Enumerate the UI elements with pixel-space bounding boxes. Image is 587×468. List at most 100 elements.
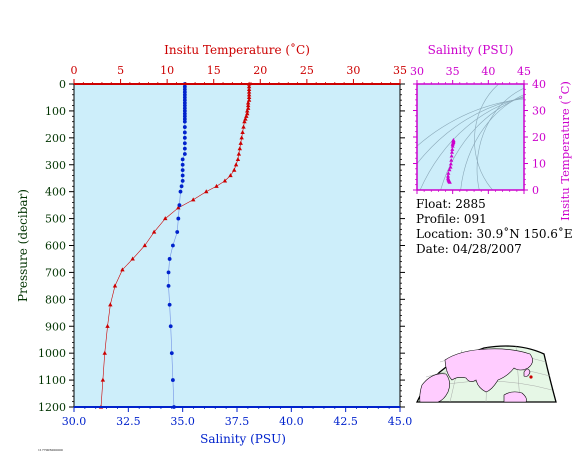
temperature-point — [222, 178, 228, 183]
temperature-point — [191, 197, 196, 202]
ts-point — [447, 167, 452, 172]
profile-number: Profile: 091 — [416, 212, 487, 226]
temperature-point — [232, 167, 237, 172]
temperature-tick-label: 25 — [300, 64, 314, 77]
salinity-point — [170, 378, 175, 382]
temperature-tick-label: 20 — [253, 64, 267, 77]
ts-plot-area — [417, 84, 524, 190]
temperature-tick-label: 35 — [393, 64, 407, 77]
temperature-point — [163, 216, 168, 221]
temperature-point — [214, 183, 219, 188]
temperature-point — [120, 267, 125, 272]
salinity-point — [182, 92, 187, 97]
pressure-tick-label: 900 — [45, 320, 66, 333]
salinity-point — [182, 130, 187, 135]
float-position-marker — [529, 375, 533, 379]
salinity-point — [182, 90, 187, 94]
salinity-point — [168, 324, 173, 329]
temperature-point — [236, 151, 242, 156]
salinity-point — [182, 109, 187, 113]
ts-point — [450, 142, 455, 146]
ts-temperature-tick-label: 0 — [532, 184, 539, 197]
salinity-point — [182, 103, 187, 108]
plot-area — [74, 84, 400, 407]
eurasia-landmass — [444, 348, 533, 393]
ts-salinity-tick-label: 35 — [446, 65, 460, 78]
pressure-tick-label: 700 — [45, 266, 66, 279]
pressure-tick-label: 1000 — [38, 347, 66, 360]
salinity-axis-label: Salinity (PSU) — [200, 432, 286, 446]
density-contour — [419, 96, 524, 190]
temperature-tick-label: 15 — [207, 64, 221, 77]
density-contour — [440, 95, 524, 190]
density-contour — [417, 98, 524, 147]
float-location: Location: 30.9˚N 150.6˚E — [416, 226, 573, 241]
salinity-tick-label: 32.5 — [116, 415, 141, 428]
salinity-tick-label: 30.0 — [62, 415, 87, 428]
density-contours — [417, 84, 524, 190]
salinity-point — [182, 146, 187, 151]
temperature-point — [246, 89, 252, 94]
density-contour — [460, 94, 524, 190]
salinity-point — [180, 162, 185, 167]
ts-temperature-tick-label: 20 — [532, 131, 546, 144]
salinity-point — [182, 135, 187, 140]
salinity-point — [178, 189, 183, 194]
temperature-point — [112, 283, 118, 288]
temperature-tick-label: 10 — [160, 64, 174, 77]
temperature-point — [142, 243, 147, 248]
salinity-point — [170, 243, 175, 248]
ts-point — [448, 161, 453, 166]
salinity-point — [166, 283, 171, 288]
salinity-point — [180, 157, 185, 162]
salinity-point — [166, 270, 171, 275]
pressure-tick-label: 800 — [45, 293, 66, 306]
pressure-tick-label: 0 — [59, 78, 66, 91]
density-contour — [476, 87, 524, 190]
pressure-tick-label: 600 — [45, 240, 66, 253]
temperature-point — [240, 130, 245, 135]
temperature-point — [245, 108, 250, 113]
salinity-point — [169, 351, 174, 356]
temperature-tick-label: 5 — [117, 64, 124, 77]
ts-temperature-tick-label: 30 — [532, 105, 546, 118]
africa-landmass — [419, 373, 450, 403]
salinity-tick-label: 42.5 — [333, 415, 358, 428]
salinity-point — [180, 179, 185, 183]
salinity-point — [182, 100, 187, 105]
pressure-tick-label: 300 — [45, 159, 66, 172]
salinity-point — [182, 95, 187, 100]
temperature-point — [176, 205, 181, 210]
temperature-point — [105, 323, 110, 328]
pressure-tick-label: 1200 — [38, 401, 66, 414]
ts-point — [448, 165, 453, 169]
location-map — [415, 345, 557, 403]
float-info: Float: 2885 Profile: 091 Location: 30.9˚… — [416, 197, 573, 256]
ts-point — [446, 174, 451, 178]
temperature-point — [108, 302, 113, 307]
salinity-point — [180, 168, 185, 173]
salinity-point — [182, 125, 187, 129]
temperature-tick-label: 30 — [346, 64, 360, 77]
temperature-point — [246, 84, 252, 89]
salinity-tick-label: 35.0 — [170, 415, 195, 428]
profile-date: Date: 04/28/2007 — [416, 242, 522, 256]
temperature-point — [246, 86, 252, 91]
salinity-point — [180, 173, 185, 178]
ts-point — [449, 150, 454, 154]
pressure-tick-label: 400 — [45, 186, 66, 199]
profile-plot: 0100200300400500600700800900100011001200… — [16, 42, 412, 446]
australia-landmass — [503, 391, 527, 403]
salinity-tick-label: 45.0 — [388, 415, 413, 428]
temperature-point — [245, 103, 251, 108]
density-contour — [474, 84, 500, 190]
pressure-tick-label: 1100 — [38, 374, 66, 387]
salinity-point — [179, 184, 184, 189]
salinity-point — [182, 152, 187, 156]
salinity-point — [182, 84, 187, 89]
temperature-point — [130, 256, 135, 261]
salinity-tick-label: 40.0 — [279, 415, 304, 428]
temperature-point — [239, 135, 244, 140]
